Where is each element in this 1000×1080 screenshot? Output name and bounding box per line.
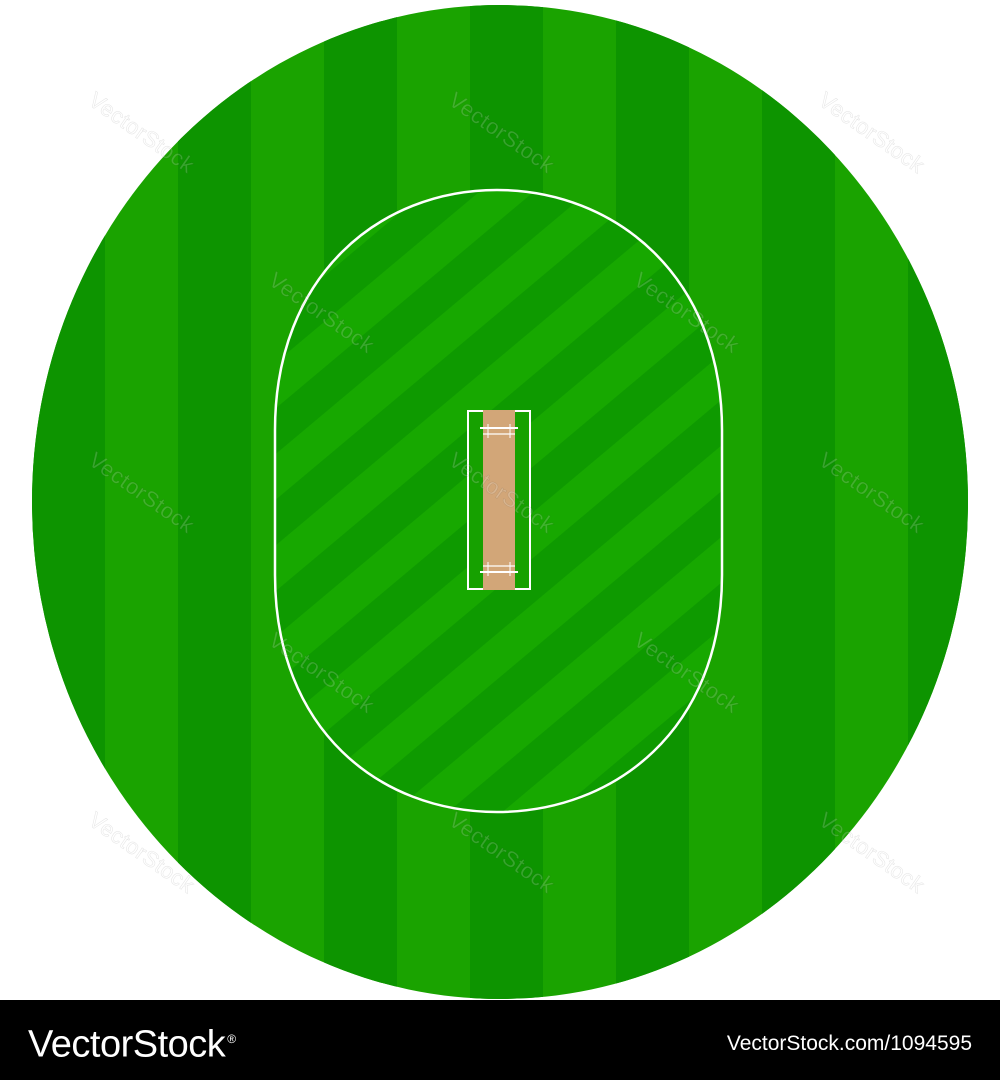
- infield-boundary-line: [273, 188, 724, 814]
- footer-brand-logo: VectorStock ®: [28, 1015, 236, 1069]
- outfield-stripe: [32, 5, 105, 999]
- cricket-ground-illustration: [32, 5, 968, 999]
- footer-image-reference: VectorStock.com/1094595: [726, 1032, 972, 1055]
- outfield-stripe: [762, 5, 835, 999]
- footer-brand-text: VectorStock: [28, 1023, 226, 1066]
- outfield-stripe: [908, 5, 968, 999]
- registered-mark: ®: [227, 1032, 236, 1046]
- outfield-stripe: [178, 5, 251, 999]
- footer-bar: VectorStock ® VectorStock.com/1094595: [0, 1000, 1000, 1080]
- pitch: [467, 410, 531, 590]
